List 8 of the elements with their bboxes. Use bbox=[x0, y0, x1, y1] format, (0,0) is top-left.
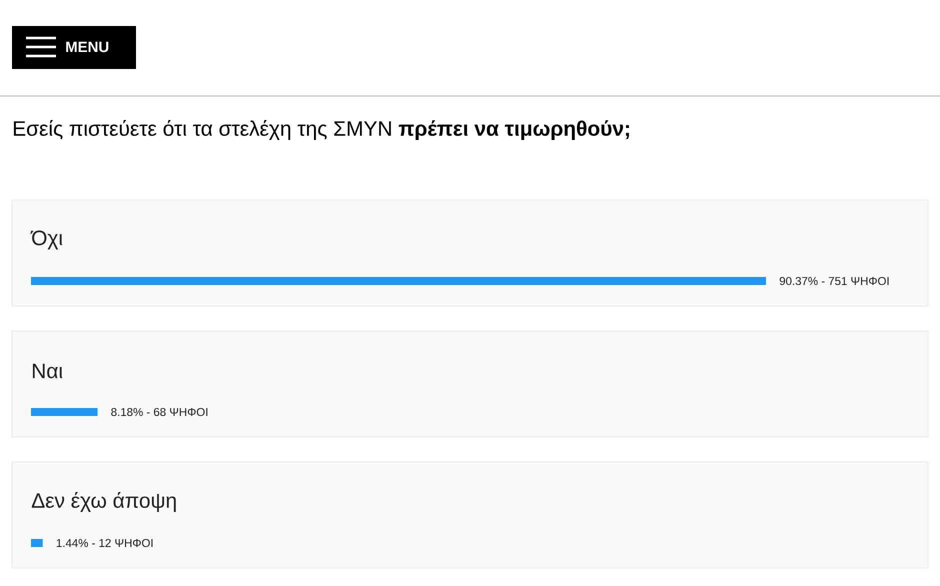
y-tick-label: Ναι bbox=[32, 364, 62, 378]
data-label: 1.44% - 12 ΨΗΦΟΙ bbox=[56, 538, 153, 548]
y-tick-label: Όχι bbox=[30, 230, 62, 250]
data-label: 90.37% - 751 ΨΗΦΟΙ bbox=[780, 276, 889, 286]
chart-title: Εσείς πιστεύετε ότι τα στελέχη της ΣΜΥΝ πρέπει να τιμωρηθούν; bbox=[14, 120, 629, 140]
text: MENU bbox=[66, 42, 108, 52]
data-label: 8.18% - 68 ΨΗΦΟΙ bbox=[111, 408, 208, 416]
y-tick-label: Δεν έχω άποψη bbox=[32, 492, 176, 512]
